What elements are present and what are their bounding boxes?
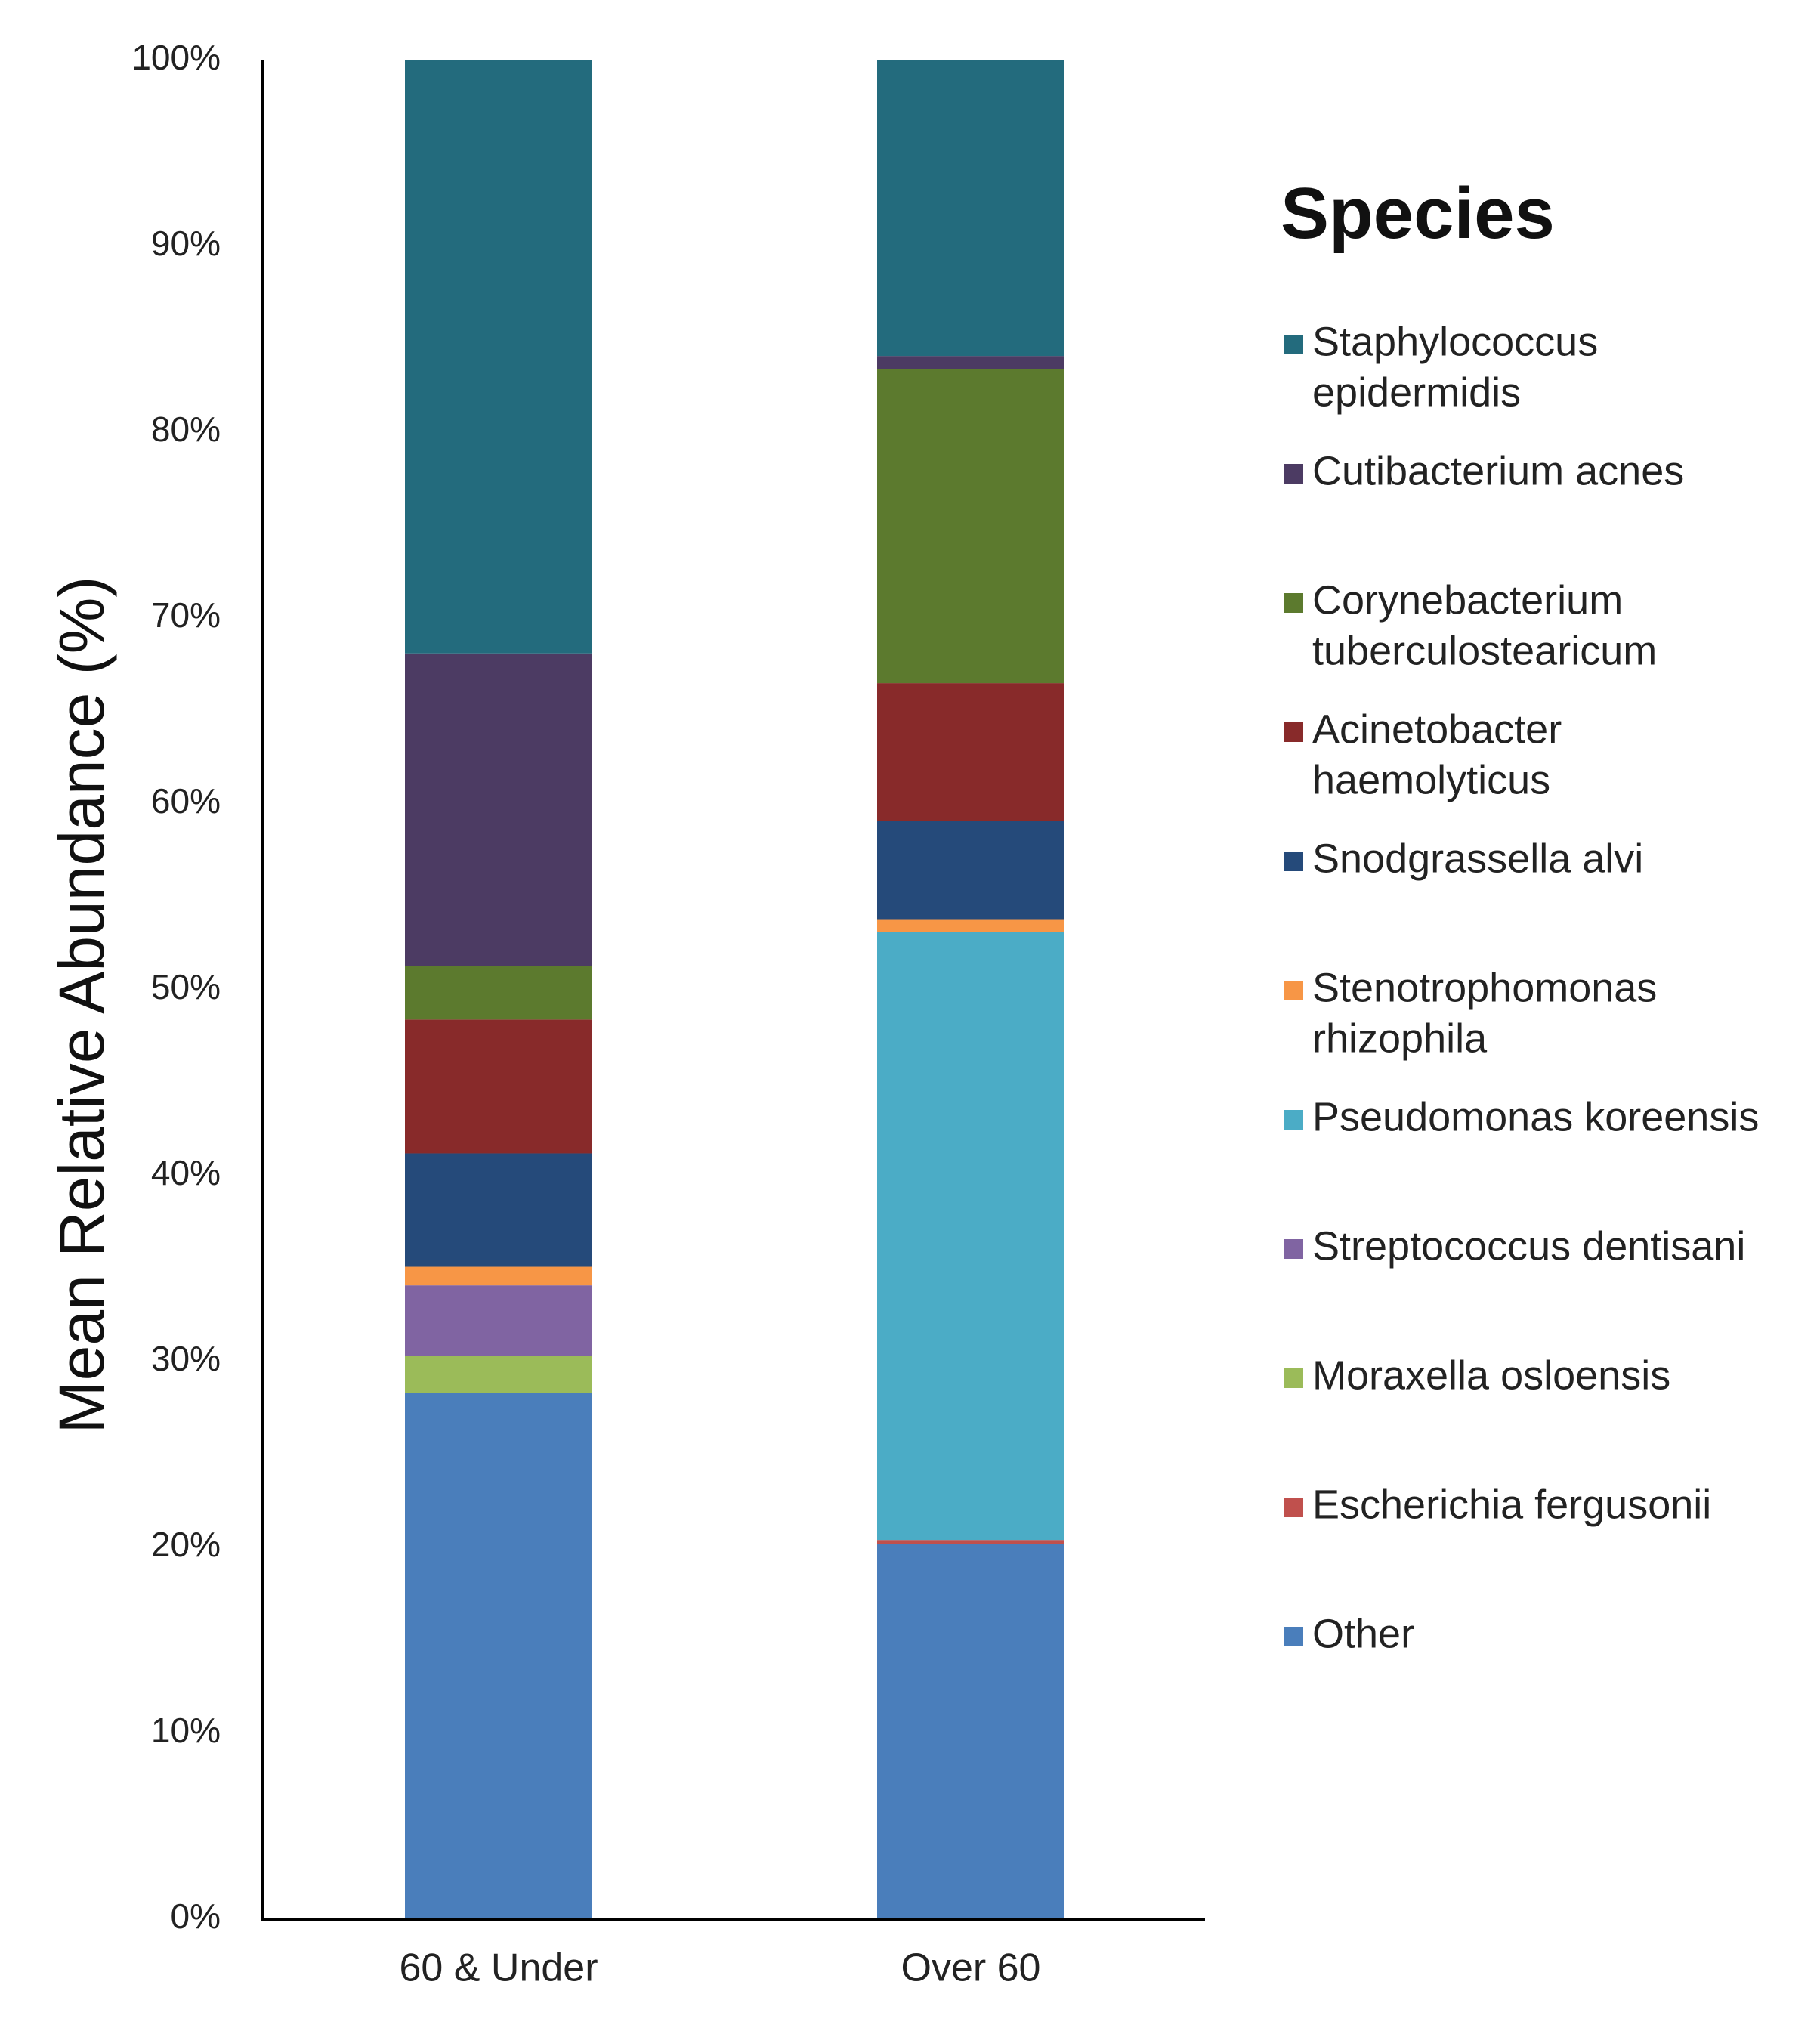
legend-label: Pseudomonas koreensis — [1312, 1094, 1759, 1139]
y-axis-ticks: 0% 10% 20% 30% 40% 50% 60% 70% 80% 90% 100% — [131, 38, 221, 1936]
legend-label: Other — [1312, 1611, 1414, 1656]
bar-segment — [877, 356, 1064, 369]
bar-segment — [405, 1019, 592, 1154]
bar-segment — [405, 1153, 592, 1267]
legend-label: Stenotrophomonas — [1312, 965, 1657, 1010]
y-axis-title: Mean Relative Abundance (%) — [46, 577, 117, 1434]
bar-segment — [877, 821, 1064, 920]
x-category-label: 60 & Under — [399, 1946, 598, 1990]
x-category-label: Over 60 — [901, 1946, 1041, 1990]
legend-label: tuberculostearicum — [1312, 628, 1657, 673]
bar-segment — [877, 1544, 1064, 1919]
bar-segment — [877, 919, 1064, 932]
bar-segment — [877, 369, 1064, 684]
y-tick-label: 90% — [151, 224, 221, 263]
y-tick-label: 50% — [151, 967, 221, 1006]
legend-label: Moraxella osloensis — [1312, 1352, 1670, 1398]
bar-segment — [405, 966, 592, 1020]
y-tick-label: 60% — [151, 781, 221, 821]
axes — [261, 60, 1205, 1921]
bar-segment — [877, 1540, 1064, 1544]
bar-segment — [877, 60, 1064, 357]
y-tick-label: 20% — [151, 1525, 221, 1564]
bar-segment — [405, 1266, 592, 1286]
y-tick-label: 80% — [151, 410, 221, 449]
bars — [405, 60, 1064, 1919]
legend-title: Species — [1281, 173, 1555, 254]
legend-label: Acinetobacter — [1312, 706, 1562, 752]
legend-swatch — [1284, 1498, 1303, 1517]
legend-label: Cutibacterium acnes — [1312, 448, 1684, 493]
legend-swatch — [1284, 981, 1303, 1000]
y-tick-label: 0% — [171, 1897, 221, 1936]
bar-segment — [877, 932, 1064, 1541]
y-tick-label: 30% — [151, 1339, 221, 1378]
bar-segment — [405, 1393, 592, 1919]
bar-segment — [405, 1356, 592, 1393]
legend-label: Escherichia fergusonii — [1312, 1482, 1711, 1527]
legend-label: epidermidis — [1312, 369, 1521, 415]
y-tick-label: 100% — [131, 38, 221, 77]
legend-label: Staphylococcus — [1312, 319, 1598, 364]
bar-segment — [405, 1285, 592, 1356]
legend: Staphylococcus epidermidis Cutibacterium a… — [1284, 319, 1759, 1656]
legend-swatch — [1284, 722, 1303, 742]
legend-swatch — [1284, 852, 1303, 871]
y-tick-label: 10% — [151, 1711, 221, 1750]
legend-swatch — [1284, 1627, 1303, 1646]
legend-label: rhizophila — [1312, 1015, 1488, 1061]
legend-swatch — [1284, 1110, 1303, 1130]
legend-label: Snodgrassella alvi — [1312, 836, 1643, 881]
bar-segment — [405, 60, 592, 654]
y-tick-label: 70% — [151, 595, 221, 635]
legend-label: Streptococcus dentisani — [1312, 1223, 1745, 1269]
legend-swatch — [1284, 1239, 1303, 1259]
legend-swatch — [1284, 593, 1303, 613]
legend-label: Corynebacterium — [1312, 577, 1623, 623]
bar-segment — [405, 653, 592, 966]
y-tick-label: 40% — [151, 1153, 221, 1192]
bar-segment — [877, 683, 1064, 821]
legend-swatch — [1284, 464, 1303, 484]
legend-swatch — [1284, 335, 1303, 354]
legend-swatch — [1284, 1368, 1303, 1388]
legend-label: haemolyticus — [1312, 757, 1550, 802]
x-axis-categories: 60 & Under Over 60 — [399, 1946, 1040, 1990]
